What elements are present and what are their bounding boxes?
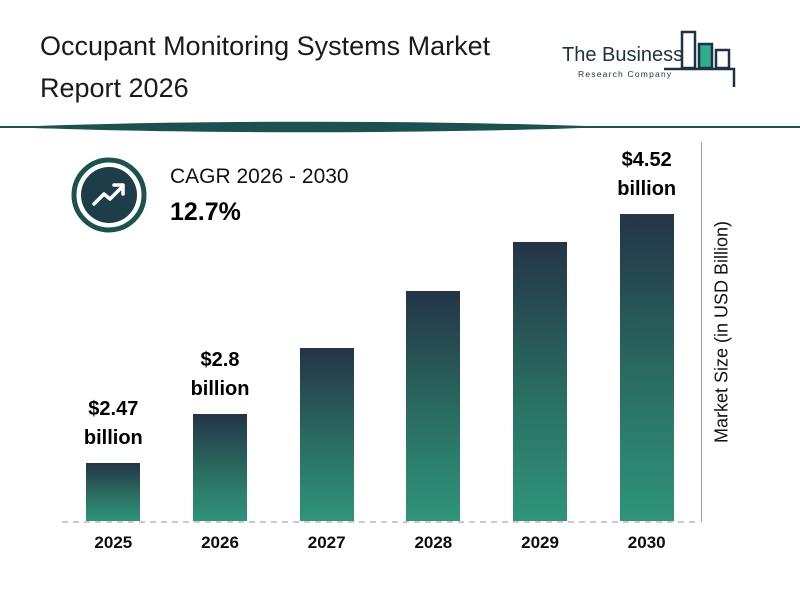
bar-column-2026: $2.8 billion xyxy=(167,138,274,521)
bar-column-2025: $2.47 billion xyxy=(60,138,167,521)
y-axis-line xyxy=(701,142,702,522)
cagr-text: CAGR 2026 - 2030 12.7% xyxy=(170,156,349,227)
bar-chart-area: $2.47 billion $2.8 billion $4.52 billion xyxy=(60,138,700,521)
bar-2028 xyxy=(406,291,461,521)
bar-value-label-2026: $2.8 billion xyxy=(190,349,250,400)
divider xyxy=(0,119,800,135)
logo-name-text: The Business xyxy=(562,44,683,66)
page-title: Occupant Monitoring Systems Market Repor… xyxy=(40,26,490,110)
bar-column-2030: $4.52 billion xyxy=(593,138,700,521)
bar-value-label-2025: $2.47 billion xyxy=(83,398,143,449)
company-logo: The Business Research Company xyxy=(560,28,755,99)
growth-arrow-icon xyxy=(71,157,147,233)
x-tick-2030: 2030 xyxy=(627,533,666,552)
cagr-value: 12.7% xyxy=(170,198,241,226)
x-tick-2026: 2026 xyxy=(201,533,239,552)
bar-2026 xyxy=(193,414,247,521)
bar-2027 xyxy=(299,348,354,521)
bar-2025 xyxy=(86,463,141,521)
bar-column-2028 xyxy=(380,138,487,521)
title-line-2: Report 2026 xyxy=(40,72,189,103)
bar-2030 xyxy=(619,214,674,521)
bar-2029 xyxy=(513,242,568,521)
cagr-label: CAGR 2026 - 2030 xyxy=(170,165,349,188)
x-tick-2028: 2028 xyxy=(414,533,453,552)
x-axis-baseline xyxy=(62,521,698,523)
bar-column-2029 xyxy=(487,138,594,521)
y-axis-label: Market Size (in USD Billion) xyxy=(711,220,732,444)
cagr-block: CAGR 2026 - 2030 12.7% xyxy=(70,156,349,234)
x-tick-2025: 2025 xyxy=(94,533,133,552)
title-line-1: Occupant Monitoring Systems Market xyxy=(40,31,491,61)
x-tick-2027: 2027 xyxy=(307,533,346,552)
bar-value-label-2030: $4.52 billion xyxy=(617,149,677,200)
logo-subname-text: Research Company xyxy=(578,69,672,79)
x-axis-labels: 2025 2026 2027 2028 2029 2030 xyxy=(60,533,700,553)
x-tick-2029: 2029 xyxy=(521,533,559,552)
logo-bars-icon xyxy=(664,30,736,87)
bar-column-2027 xyxy=(273,138,380,521)
